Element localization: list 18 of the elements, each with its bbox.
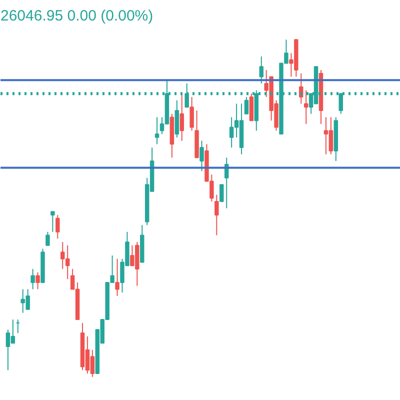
candlestick (180, 93, 184, 142)
candlestick (174, 100, 180, 138)
text: 26046.95 0.00 (0.00%) (0, 8, 154, 24)
candlestick (214, 194, 219, 236)
candlestick (249, 93, 254, 122)
candlestick (30, 268, 35, 290)
candlestick (154, 116, 160, 145)
candlestick (259, 56, 264, 84)
candlestick (115, 258, 120, 296)
candlestick (36, 272, 40, 290)
candlestick (50, 211, 55, 232)
candlestick (56, 214, 60, 240)
candlestick (244, 96, 249, 114)
candlestick (220, 184, 224, 202)
candlestick (46, 231, 50, 246)
candlestick (304, 90, 308, 124)
candlestick (190, 96, 194, 132)
candlestick (200, 140, 204, 172)
